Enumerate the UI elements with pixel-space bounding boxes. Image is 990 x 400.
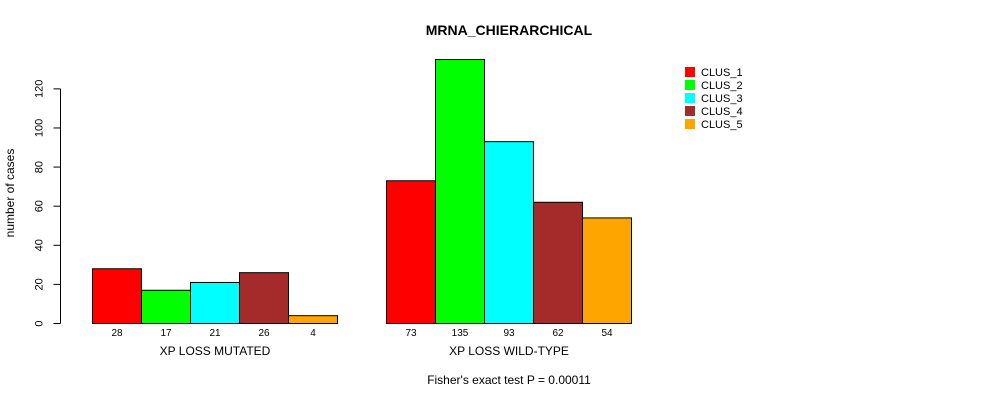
bar-clus-5-wild-type xyxy=(582,217,632,324)
legend-swatch xyxy=(685,80,695,90)
bar-clus-1-wild-type xyxy=(386,180,436,324)
bar-value-label: 93 xyxy=(503,328,515,339)
y-tick-label: 80 xyxy=(34,161,46,173)
y-axis: 0 20 40 60 80 100 120 xyxy=(34,80,61,327)
bar-value-label: 73 xyxy=(405,328,417,339)
bar-clus-3-mutated xyxy=(190,281,240,324)
group-labels: XP LOSS MUTATED XP LOSS WILD-TYPE xyxy=(160,344,569,358)
bar-value-label: 17 xyxy=(160,328,172,339)
bar-clus-3-wild-type xyxy=(484,141,534,324)
chart-title: MRNA_CHIERARCHICAL xyxy=(426,22,593,38)
y-tick-label: 120 xyxy=(34,80,46,98)
legend-label: CLUS_4 xyxy=(701,106,743,118)
legend-label: CLUS_3 xyxy=(701,93,743,105)
legend-label: CLUS_5 xyxy=(701,119,743,131)
legend-label: CLUS_2 xyxy=(701,80,743,92)
fisher-test-footnote: Fisher's exact test P = 0.00011 xyxy=(427,373,591,387)
bar-value-labels: 28 17 21 26 4 73 135 93 62 54 xyxy=(111,328,613,339)
bar-value-label: 4 xyxy=(310,328,316,339)
bar-clus-2-mutated xyxy=(141,289,191,324)
bar-value-label: 28 xyxy=(111,328,123,339)
y-tick-label: 100 xyxy=(34,119,46,137)
bar-clus-4-wild-type xyxy=(533,201,583,324)
bar-clus-4-mutated xyxy=(239,272,289,324)
bar-clus-5-mutated xyxy=(288,315,338,325)
y-tick-label: 40 xyxy=(34,239,46,251)
y-tick-label: 20 xyxy=(34,278,46,290)
group-label: XP LOSS MUTATED xyxy=(160,344,271,358)
y-tick-label: 60 xyxy=(34,200,46,212)
bar-clus-1-mutated xyxy=(92,268,142,324)
bar-clus-2-wild-type xyxy=(435,59,485,325)
bar-value-label: 21 xyxy=(209,328,221,339)
legend-swatch xyxy=(685,119,695,129)
legend-label: CLUS_1 xyxy=(701,67,743,79)
legend-swatch xyxy=(685,67,695,77)
y-tick-label: 0 xyxy=(34,320,46,326)
y-axis-label: number of cases xyxy=(3,149,17,238)
group-label: XP LOSS WILD-TYPE xyxy=(449,344,569,358)
bar-value-label: 62 xyxy=(552,328,564,339)
bars xyxy=(92,59,632,325)
legend-swatch xyxy=(685,106,695,116)
bar-value-label: 54 xyxy=(601,328,613,339)
bar-value-label: 26 xyxy=(258,328,270,339)
legend-swatch xyxy=(685,93,695,103)
bar-value-label: 135 xyxy=(452,328,469,339)
